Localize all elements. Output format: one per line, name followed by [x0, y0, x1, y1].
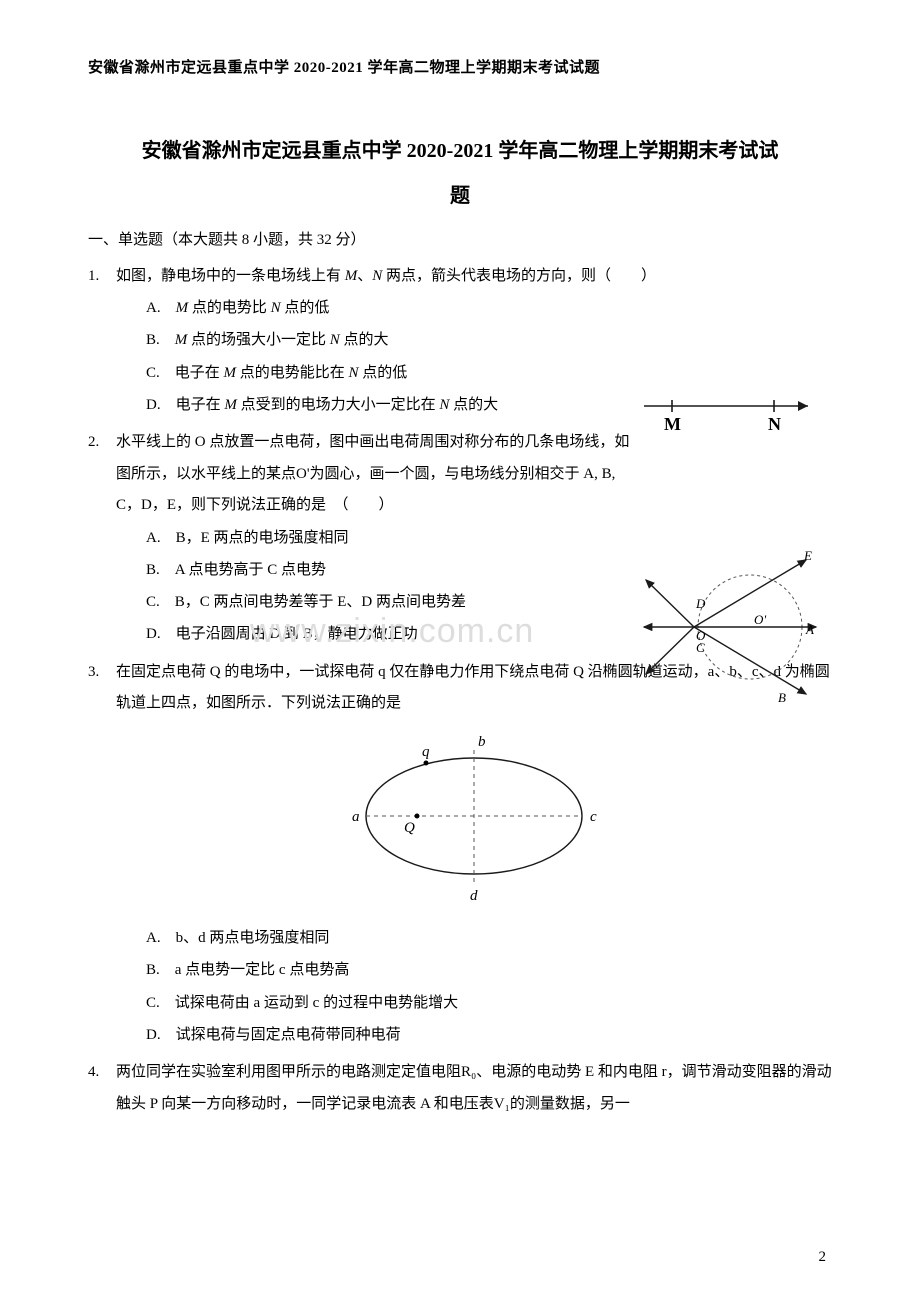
q1-option-b: B. M 点的场强大小一定比 N 点的大	[116, 324, 832, 356]
q4-stem: 两位同学在实验室利用图甲所示的电路测定定值电阻R₀、电源的电动势 E 和内电阻 …	[116, 1057, 832, 1120]
svg-text:a: a	[352, 809, 360, 825]
question-4: 4. 两位同学在实验室利用图甲所示的电路测定定值电阻R₀、电源的电动势 E 和内…	[88, 1057, 832, 1120]
q3-option-b: B. a 点电势一定比 c 点电势高	[116, 954, 832, 986]
svg-text:b: b	[478, 734, 486, 750]
q3-option-a: A. b、d 两点电场强度相同	[116, 922, 832, 954]
svg-text:c: c	[590, 809, 597, 825]
svg-text:M: M	[664, 414, 681, 434]
q2-number: 2.	[88, 427, 116, 651]
running-header: 安徽省滁州市定远县重点中学 2020-2021 学年高二物理上学期期末考试试题	[88, 56, 832, 77]
svg-text:O': O'	[754, 612, 766, 627]
q3-option-c: C. 试探电荷由 a 运动到 c 的过程中电势能增大	[116, 987, 832, 1019]
q1-option-a: A. M 点的电势比 N 点的低	[116, 292, 832, 324]
svg-text:N: N	[768, 414, 781, 434]
q1-number: 1.	[88, 261, 116, 422]
svg-text:d: d	[470, 888, 478, 904]
svg-text:D: D	[695, 596, 706, 611]
svg-text:Q: Q	[404, 820, 415, 836]
title-line-2: 题	[88, 179, 832, 208]
svg-text:C: C	[696, 640, 705, 655]
q2-figure: O O' A D E C B	[638, 532, 828, 727]
q1-option-c: C. 电子在 M 点的电势能比在 N 点的低	[116, 357, 832, 389]
svg-text:A: A	[805, 622, 814, 637]
section-heading: 一、单选题（本大题共 8 小题，共 32 分）	[88, 226, 832, 255]
svg-text:q: q	[422, 744, 430, 760]
q3-number: 3.	[88, 657, 116, 1052]
q1-figure: M N	[640, 390, 820, 443]
q4-number: 4.	[88, 1057, 116, 1120]
title-line-1: 安徽省滁州市定远县重点中学 2020-2021 学年高二物理上学期期末考试试	[88, 133, 832, 169]
page-number: 2	[819, 1249, 827, 1266]
svg-text:E: E	[803, 548, 812, 563]
q3-option-d: D. 试探电荷与固定点电荷带同种电荷	[116, 1019, 832, 1051]
svg-text:B: B	[778, 690, 786, 705]
q3-figure: a c b d q Q	[116, 728, 832, 917]
